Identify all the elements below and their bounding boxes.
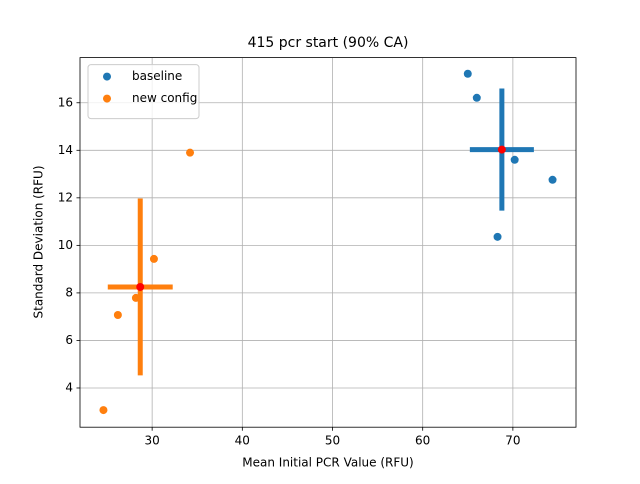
point bbox=[493, 232, 502, 241]
point bbox=[186, 148, 195, 157]
y-axis-label: Standard Deviation (RFU) bbox=[32, 165, 46, 318]
legend-label: new config bbox=[132, 91, 197, 105]
plot-frame bbox=[79, 57, 577, 428]
point bbox=[99, 406, 108, 415]
y-tick-label: 16 bbox=[58, 95, 73, 109]
point bbox=[472, 93, 481, 102]
mean-point bbox=[136, 282, 145, 291]
y-tick-label: 12 bbox=[58, 190, 73, 204]
y-tick-label: 6 bbox=[65, 333, 73, 347]
legend-box bbox=[87, 64, 200, 120]
mean-point bbox=[497, 145, 506, 154]
y-tick-label: 10 bbox=[58, 238, 73, 252]
x-tick-label: 70 bbox=[505, 434, 520, 448]
chart-title: 415 pcr start (90% CA) bbox=[248, 35, 409, 51]
x-tick-label: 40 bbox=[235, 434, 250, 448]
legend-marker bbox=[103, 72, 111, 81]
point bbox=[149, 254, 158, 263]
point bbox=[463, 69, 472, 78]
point bbox=[113, 311, 122, 320]
legend-label: baseline bbox=[132, 69, 182, 83]
point bbox=[510, 155, 519, 164]
x-axis-label: Mean Initial PCR Value (RFU) bbox=[242, 456, 413, 470]
x-tick-label: 30 bbox=[145, 434, 160, 448]
x-tick-label: 60 bbox=[415, 434, 430, 448]
y-tick-label: 14 bbox=[58, 143, 73, 157]
point bbox=[548, 175, 557, 184]
y-tick-label: 8 bbox=[65, 285, 73, 299]
legend-marker bbox=[103, 94, 111, 103]
y-tick-label: 4 bbox=[65, 380, 73, 394]
x-tick-label: 50 bbox=[325, 434, 340, 448]
